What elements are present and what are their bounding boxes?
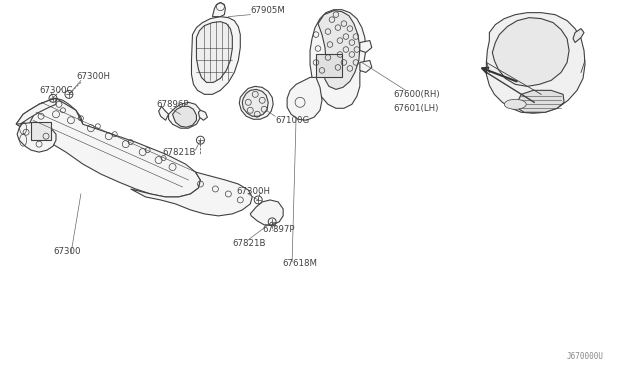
Polygon shape [492,17,569,86]
Text: 67300C: 67300C [39,86,72,95]
Polygon shape [310,10,366,108]
Text: 67821B: 67821B [163,148,196,157]
Polygon shape [16,98,56,152]
Polygon shape [198,110,207,120]
Text: J670000U: J670000U [567,352,604,361]
Polygon shape [212,3,225,17]
Polygon shape [29,98,200,197]
Text: 67601(LH): 67601(LH) [394,104,439,113]
Polygon shape [196,22,232,82]
Text: 67100G: 67100G [275,116,309,125]
Polygon shape [316,54,342,77]
Polygon shape [573,29,584,42]
Text: 67905M: 67905M [250,6,285,15]
Polygon shape [360,41,372,52]
Polygon shape [243,89,268,116]
Polygon shape [31,122,51,140]
Polygon shape [517,90,564,112]
Text: 67896P: 67896P [157,100,189,109]
Ellipse shape [504,99,526,109]
Text: 67618M: 67618M [282,259,317,268]
Polygon shape [239,86,273,119]
Polygon shape [486,13,585,113]
Polygon shape [360,61,372,73]
Text: 67897P: 67897P [262,225,294,234]
Polygon shape [159,106,168,120]
Polygon shape [250,200,283,225]
Polygon shape [191,17,240,94]
Text: 67821B: 67821B [232,239,266,248]
Polygon shape [168,102,200,128]
Text: 67300: 67300 [53,247,81,256]
Polygon shape [287,77,322,120]
Text: 67300H: 67300H [76,72,110,81]
Text: 67600(RH): 67600(RH) [394,90,440,99]
Polygon shape [173,106,196,127]
Text: 67300H: 67300H [236,187,270,196]
Polygon shape [318,11,360,89]
Polygon shape [131,172,252,216]
Polygon shape [16,98,83,144]
